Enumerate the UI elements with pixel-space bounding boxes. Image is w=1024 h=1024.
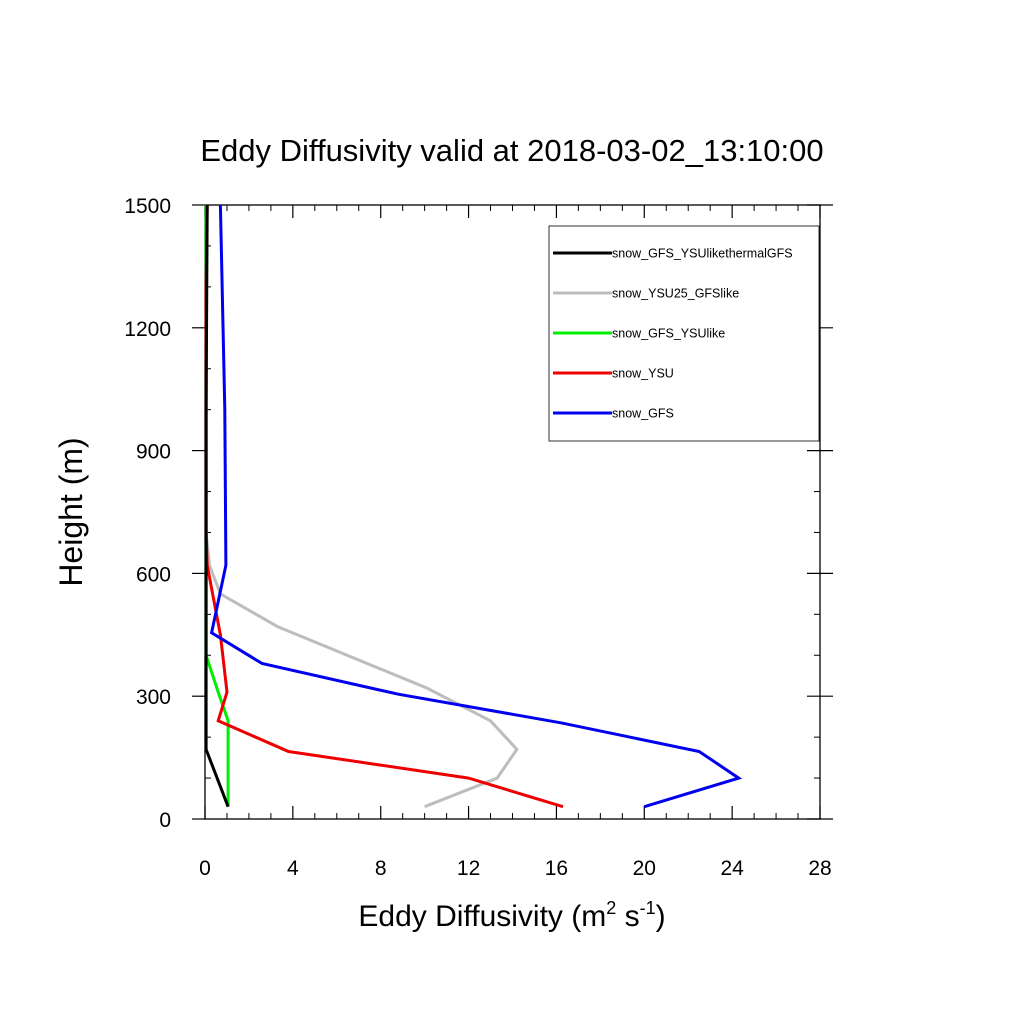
legend-label: snow_GFS (612, 407, 674, 421)
x-tick-label: 8 (375, 857, 387, 880)
x-tick-label: 12 (457, 857, 480, 880)
y-axis-label: Height (m) (53, 437, 89, 586)
x-tick-label: 16 (545, 857, 568, 880)
legend-label: snow_GFS_YSUlikethermalGFS (612, 247, 793, 261)
chart-title: Eddy Diffusivity valid at 2018-03-02_13:… (200, 133, 823, 168)
x-tick-label: 4 (287, 857, 299, 880)
x-tick-label: 20 (633, 857, 656, 880)
x-tick-label: 28 (808, 857, 831, 880)
legend-label: snow_GFS_YSUlike (612, 327, 725, 341)
legend-items: snow_GFS_YSUlikethermalGFS snow_YSU25_GFS… (553, 247, 793, 421)
x-axis-label: Eddy Diffusivity (m2 s-1) (358, 898, 665, 933)
x-tick-label: 24 (720, 857, 744, 880)
y-tick-label: 1500 (124, 195, 171, 218)
series-lines (204, 204, 743, 809)
tick-labels: 0 4 8 12 16 20 24 28 0 300 600 900 1200 1500 (124, 195, 831, 880)
series-line-snow_GFS_YSUlikethermalGFS (204, 204, 230, 808)
y-tick-label: 0 (159, 809, 171, 832)
y-tick-label: 300 (136, 686, 171, 709)
y-tick-label: 1200 (124, 318, 171, 341)
x-axis-label-sup2: -1 (640, 898, 656, 918)
x-axis-label-end: ) (656, 900, 666, 933)
x-tick-label: 0 (199, 857, 211, 880)
x-axis-label-base: Eddy Diffusivity (m (358, 900, 606, 933)
y-tick-label: 600 (136, 563, 171, 586)
legend: snow_GFS_YSUlikethermalGFS snow_YSU25_GFS… (548, 225, 820, 442)
y-tick-label: 900 (136, 441, 171, 464)
plot-area (192, 204, 833, 820)
legend-label: snow_YSU (612, 367, 674, 381)
legend-label: snow_YSU25_GFSlike (612, 287, 739, 301)
x-axis-label-sup1: 2 (606, 898, 616, 918)
series-line-snow_GFS (209, 204, 743, 809)
x-axis-label-mid: s (616, 900, 639, 933)
